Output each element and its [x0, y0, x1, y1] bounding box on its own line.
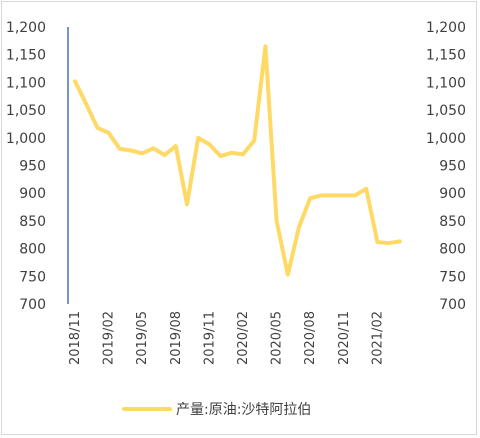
- y-tick-label-right: 800: [439, 242, 466, 258]
- y-tick-label-left: 800: [19, 242, 46, 258]
- legend: 产量:原油:沙特阿拉伯: [122, 402, 311, 418]
- x-tick-label: 2019/02: [102, 311, 117, 365]
- y-tick-label-right: 1,000: [426, 131, 466, 147]
- y-tick-label-right: 900: [439, 186, 466, 202]
- series-layer: [73, 44, 402, 277]
- y-axis-right-ticks: 700 750 800 850 900 950 1,000 1,050 1,100 1,150 1,…: [426, 20, 466, 313]
- series-line: [73, 44, 402, 277]
- y-tick-label-left: 850: [19, 214, 46, 230]
- y-tick-label-left: 900: [19, 186, 46, 202]
- y-tick-label-right: 1,150: [426, 48, 466, 64]
- x-axis-ticks: 2018/11 2019/02 2019/05 2019/08 2019/11 2020/…: [68, 311, 385, 365]
- y-tick-label-right: 1,100: [426, 75, 466, 91]
- y-tick-label-right: 1,050: [426, 103, 466, 119]
- x-tick-label: 2020/11: [337, 311, 352, 365]
- y-tick-label-left: 1,000: [6, 131, 46, 147]
- x-tick-label: 2019/11: [202, 311, 217, 365]
- y-tick-label-left: 1,050: [6, 103, 46, 119]
- y-tick-label-left: 1,100: [6, 75, 46, 91]
- x-tick-label: 2020/08: [303, 311, 318, 365]
- y-tick-label-left: 700: [19, 297, 46, 313]
- y-tick-label-right: 1,200: [426, 20, 466, 36]
- y-tick-label-right: 700: [439, 297, 466, 313]
- x-tick-label: 2020/05: [270, 311, 285, 365]
- x-tick-label: 2021/02: [370, 311, 385, 365]
- y-tick-label-right: 750: [439, 269, 466, 285]
- y-tick-label-left: 1,150: [6, 48, 46, 64]
- y-axis-left-ticks: 700 750 800 850 900 950 1,000 1,050 1,100 1,150 1,…: [6, 20, 46, 313]
- x-tick-label: 2018/11: [68, 311, 83, 365]
- y-tick-label-left: 950: [19, 159, 46, 175]
- y-tick-label-left: 750: [19, 269, 46, 285]
- legend-label: 产量:原油:沙特阿拉伯: [176, 402, 311, 418]
- y-tick-label-right: 950: [439, 159, 466, 175]
- y-tick-label-left: 1,200: [6, 20, 46, 36]
- x-tick-label: 2019/05: [135, 311, 150, 365]
- x-tick-label: 2020/02: [236, 311, 251, 365]
- y-tick-label-right: 850: [439, 214, 466, 230]
- x-tick-label: 2019/08: [169, 311, 184, 365]
